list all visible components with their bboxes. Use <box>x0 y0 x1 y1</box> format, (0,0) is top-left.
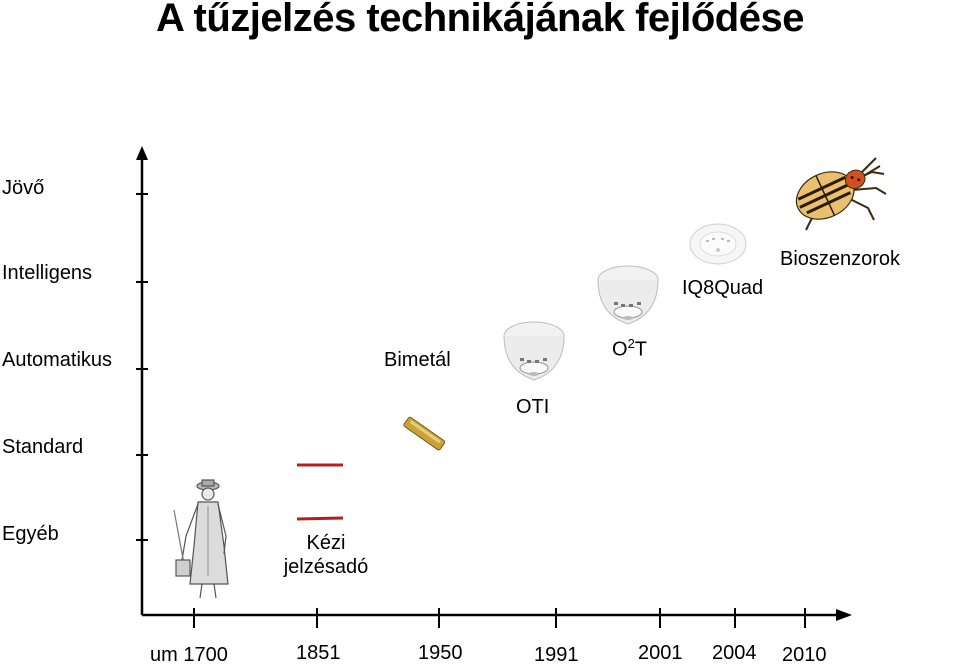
bimetal-sensor-icon <box>403 416 446 451</box>
colorado-beetle-icon <box>795 157 887 231</box>
o2t-label-superscript: 2 <box>627 336 635 351</box>
watchman-figure-icon <box>173 479 229 599</box>
y-axis-arrow <box>136 146 148 160</box>
year-label-2004: 2004 <box>712 642 757 664</box>
x-axis-arrow <box>836 609 852 621</box>
oti-smoke-detector-icon <box>503 321 565 381</box>
level-label-intelligens: Intelligens <box>2 262 93 284</box>
o2t-label: O2T <box>612 336 647 362</box>
year-label-1851: 1851 <box>296 642 341 664</box>
o2t-label-end: T <box>634 338 648 361</box>
year-label-1950: 1950 <box>418 642 463 664</box>
year-label-2001: 2001 <box>638 642 683 664</box>
level-label-automatikus: Automatikus <box>2 349 113 371</box>
iq8quad-detector-icon <box>689 223 747 265</box>
year-label-2010: 2010 <box>782 644 827 666</box>
manual-call-point-label: Kézi jelzésadó <box>283 532 369 578</box>
x-ticks <box>193 608 806 628</box>
bimetal-label: Bimetál <box>384 349 451 371</box>
call-point-line-icon <box>296 463 344 521</box>
iq8quad-label: IQ8Quad <box>682 277 764 299</box>
page-title: A tűzjelzés technikájának fejlődése <box>156 0 804 40</box>
year-label-1700: um 1700 <box>150 644 228 666</box>
y-ticks <box>136 193 148 541</box>
o2t-label-main: O <box>612 338 628 361</box>
year-label-1991: 1991 <box>534 644 579 666</box>
oti-label: OTI <box>516 396 550 418</box>
level-label-standard: Standard <box>2 436 84 458</box>
o2t-smoke-detector-icon <box>597 265 659 325</box>
biosensors-label: Bioszenzorok <box>780 248 901 270</box>
level-label-egyeb: Egyéb <box>2 523 59 545</box>
level-label-jovo: Jövő <box>2 177 45 199</box>
